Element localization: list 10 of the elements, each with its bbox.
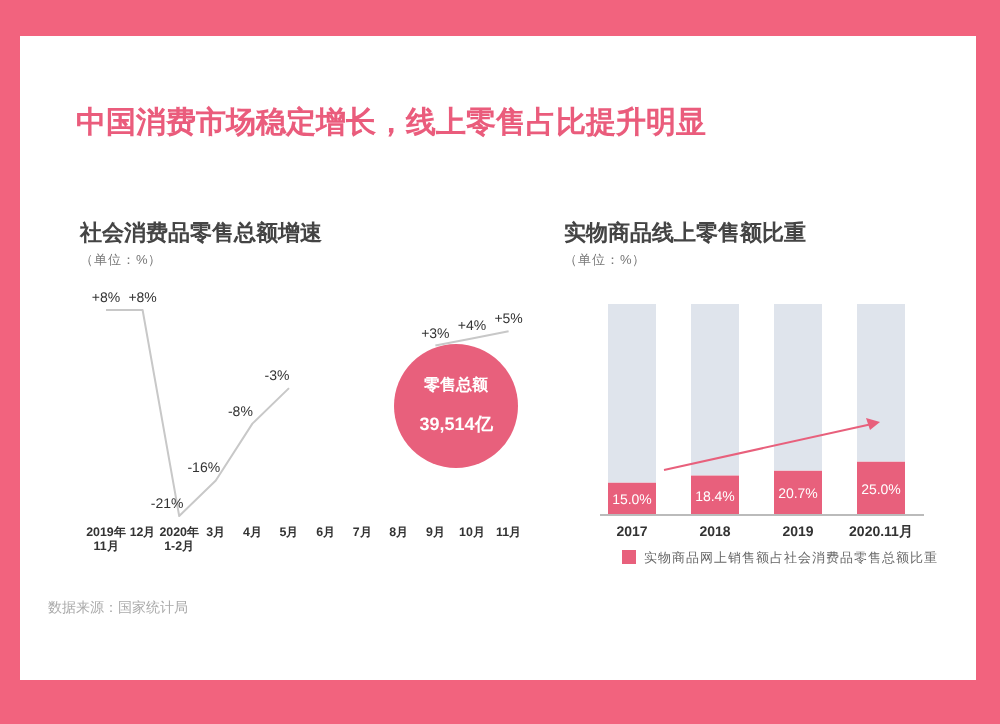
chart-title: 中国消费市场稳定增长，线上零售占比提升明显 bbox=[76, 104, 706, 140]
annotation: 零售总额 bbox=[422, 376, 490, 394]
bar bbox=[774, 304, 822, 471]
chart-subtitle: 社会消费品零售总额增速 bbox=[78, 220, 324, 246]
bar bbox=[857, 304, 905, 462]
chart-subtitle: 实物商品线上零售额比重 bbox=[564, 220, 806, 246]
bar bbox=[691, 304, 739, 476]
bar bbox=[857, 461, 905, 514]
annotation: 39,514亿 bbox=[419, 414, 495, 434]
bar bbox=[608, 304, 656, 483]
